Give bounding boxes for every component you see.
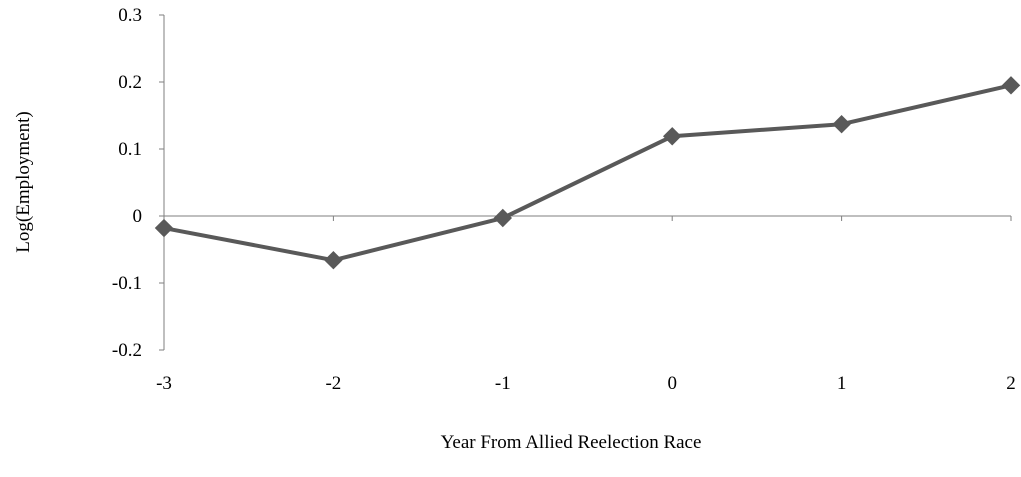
y-tick-label: -0.1 <box>112 273 142 294</box>
series-line <box>163 83 1012 263</box>
x-tick-label: 2 <box>1006 373 1016 394</box>
data-point-marker <box>324 251 343 270</box>
x-tick-label: -1 <box>495 373 511 394</box>
y-tick-label: 0.1 <box>118 139 142 160</box>
x-axis-ticks: -3 -2 -1 0 1 2 <box>156 216 1016 394</box>
x-axis-title: Year From Allied Reelection Race <box>441 432 702 453</box>
y-tick-label: 0.3 <box>118 5 142 26</box>
data-point-marker <box>662 127 682 146</box>
x-tick-label: -3 <box>156 373 172 394</box>
x-tick-label: -2 <box>325 373 341 394</box>
data-point-marker <box>493 208 513 228</box>
y-axis-ticks: -0.2 -0.1 0 0.1 0.2 0.3 <box>112 5 164 361</box>
y-axis-title: Log(Employment) <box>13 111 34 252</box>
data-point-marker <box>154 218 174 238</box>
x-tick-label: 0 <box>667 373 677 394</box>
y-tick-label: 0.2 <box>118 72 142 93</box>
x-tick-label: 1 <box>837 373 847 394</box>
y-tick-label: -0.2 <box>112 340 142 361</box>
data-point-marker <box>1001 76 1021 95</box>
series-group <box>154 76 1021 270</box>
data-point-marker <box>832 115 851 134</box>
y-tick-label: 0 <box>133 206 143 227</box>
axes <box>163 15 1011 350</box>
